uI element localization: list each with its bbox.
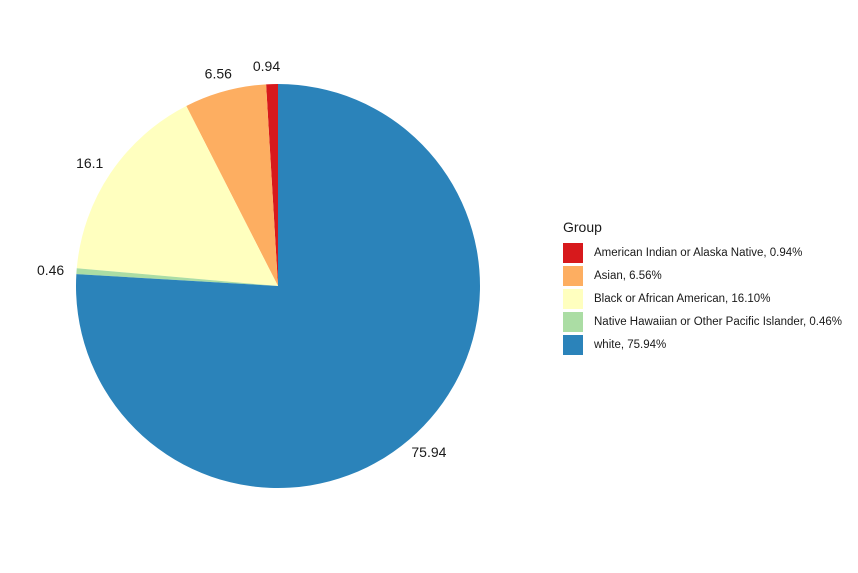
legend-color-key [563, 311, 583, 332]
pie-slice-white [75, 84, 480, 488]
slice-value-label: 75.94 [411, 444, 446, 460]
legend-item: Native Hawaiian or Other Pacific Islande… [563, 310, 842, 333]
legend-item: Black or African American, 16.10% [563, 287, 842, 310]
slice-value-label: 6.56 [205, 66, 232, 82]
pie-slice-american-indian-or-alaska-native [266, 84, 278, 286]
pie-slice-black-or-african-american [76, 106, 278, 287]
pie-slice-native-hawaiian-or-other-pacific-islander [76, 268, 278, 286]
legend-title: Group [563, 219, 602, 235]
slice-value-label: 16.1 [76, 155, 103, 171]
pie-slice-asian [186, 84, 278, 286]
legend-label: Black or African American, 16.10% [594, 292, 771, 305]
pie-labels: 0.94 6.56 16.1 0.46 75.94 [37, 58, 447, 460]
legend-label: American Indian or Alaska Native, 0.94% [594, 246, 803, 259]
legend-item: Asian, 6.56% [563, 264, 842, 287]
legend-label: Asian, 6.56% [594, 269, 662, 282]
legend-label: white, 75.94% [594, 338, 667, 351]
legend: Group American Indian or Alaska Native, … [563, 219, 842, 356]
slice-value-label: 0.94 [253, 58, 280, 74]
legend-item: white, 75.94% [563, 333, 842, 356]
legend-color-key [563, 265, 583, 286]
legend-color-key [563, 288, 583, 309]
slice-value-label: 0.46 [37, 262, 64, 278]
legend-item: American Indian or Alaska Native, 0.94% [563, 241, 842, 264]
legend-label: Native Hawaiian or Other Pacific Islande… [594, 315, 843, 328]
legend-color-key [563, 334, 583, 355]
pie-slices [75, 84, 480, 488]
legend-items: American Indian or Alaska Native, 0.94% A… [563, 241, 842, 356]
legend-color-key [563, 242, 583, 263]
